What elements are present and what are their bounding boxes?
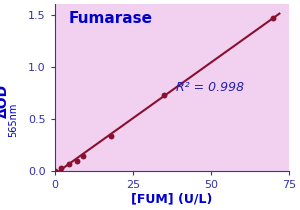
- Text: 565nm: 565nm: [8, 102, 19, 137]
- Point: [80, 155, 85, 158]
- X-axis label: [FUM] (U/L): [FUM] (U/L): [131, 193, 212, 206]
- Point: [59, 166, 64, 170]
- Text: ΔOD: ΔOD: [0, 84, 10, 118]
- Text: Fumarase: Fumarase: [69, 11, 153, 26]
- Point: [67, 162, 71, 165]
- Point: [74, 159, 79, 162]
- Point: [109, 134, 113, 137]
- Point: [162, 93, 167, 97]
- Text: R² = 0.998: R² = 0.998: [176, 81, 244, 94]
- Point: [52, 169, 57, 173]
- Point: [271, 16, 276, 19]
